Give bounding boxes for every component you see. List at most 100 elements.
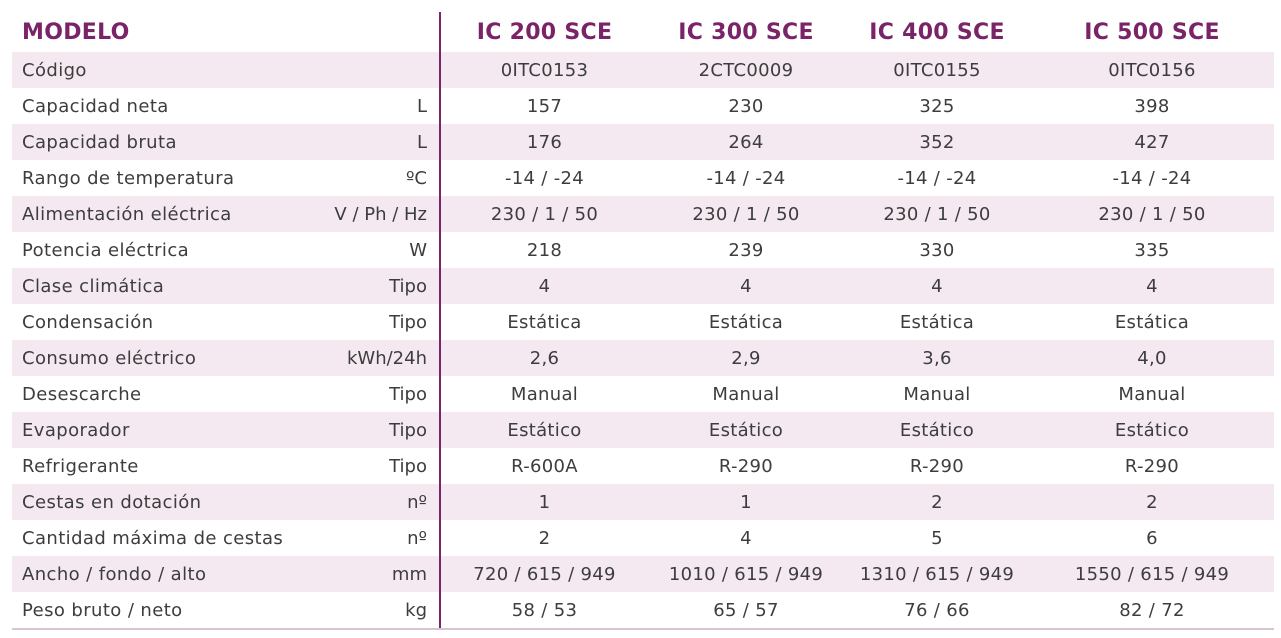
value-cell-ic500: 398 xyxy=(1134,95,1170,117)
value-cell-ic500: 335 xyxy=(1134,239,1170,261)
row-unit: nº xyxy=(332,520,441,556)
value-cell-ic400: 230 / 1 / 50 xyxy=(844,196,1030,232)
row-label: Cestas en dotación xyxy=(12,484,332,520)
table-row: Capacidad bruta L 176 264 352 427 xyxy=(12,124,1274,160)
value-cell-ic300: Estático xyxy=(648,412,844,448)
value-cell-ic300: 1010 / 615 / 949 xyxy=(648,556,844,592)
value-cell-ic500: 427 xyxy=(1030,124,1274,160)
table-row: Cantidad máxima de cestas nº 2 4 5 6 xyxy=(12,520,1274,556)
value-cell-ic500: 4 xyxy=(1030,268,1274,304)
value-cell-ic300: 4 xyxy=(740,527,752,549)
value-cell-ic200: R-600A xyxy=(511,455,578,477)
value-cell-ic300: Manual xyxy=(712,383,780,405)
value-cell-ic400: 2 xyxy=(844,484,1030,520)
table-header: MODELO IC 200 SCE IC 300 SCE IC 400 SCE … xyxy=(12,12,1274,52)
row-unit: L xyxy=(332,88,441,124)
value-cell-ic400: 4 xyxy=(844,268,1030,304)
value-cell-ic500: 1550 / 615 / 949 xyxy=(1030,556,1274,592)
value-cell-ic300: 65 / 57 xyxy=(648,592,844,630)
value-cell-ic200: 58 / 53 xyxy=(440,592,648,630)
model-header-ic400: IC 400 SCE xyxy=(869,19,1005,45)
value-cell-ic400: 5 xyxy=(931,527,943,549)
value-cell-ic400: 330 xyxy=(919,239,955,261)
table-body: Código 0ITC0153 2CTC0009 0ITC0155 0ITC0156 Ca… xyxy=(12,52,1274,630)
table-row: Evaporador Tipo Estático Estático Estático Es… xyxy=(12,412,1274,448)
row-label: Capacidad neta xyxy=(22,95,169,117)
row-label: Cantidad máxima de cestas xyxy=(22,527,284,549)
row-unit: L xyxy=(332,124,441,160)
table-row: Peso bruto / neto kg 58 / 53 65 / 57 76 / 66… xyxy=(12,592,1274,630)
value-cell-ic400: R-290 xyxy=(909,455,965,477)
unit-column-header xyxy=(332,12,441,52)
value-cell-ic200: 230 / 1 / 50 xyxy=(440,196,648,232)
value-cell-ic400: Manual xyxy=(903,383,971,405)
model-header-ic500: IC 500 SCE xyxy=(1084,19,1220,45)
row-label: Alimentación eléctrica xyxy=(12,196,332,232)
row-unit: Tipo xyxy=(332,412,441,448)
value-cell-ic200: 176 xyxy=(440,124,648,160)
row-unit: W xyxy=(332,232,441,268)
value-cell-ic300: 1 xyxy=(648,484,844,520)
value-cell-ic500: 230 / 1 / 50 xyxy=(1030,196,1274,232)
row-label: Desescarche xyxy=(22,383,142,405)
value-cell-ic400: 0ITC0155 xyxy=(844,52,1030,88)
value-cell-ic200: Estático xyxy=(440,412,648,448)
table-row: Clase climática Tipo 4 4 4 4 xyxy=(12,268,1274,304)
row-label: Condensación xyxy=(22,311,154,333)
row-label: Ancho / fondo / alto xyxy=(12,556,332,592)
row-unit: nº xyxy=(332,484,441,520)
table-row: Capacidad neta L 157 230 325 398 xyxy=(12,88,1274,124)
value-cell-ic500: Estática xyxy=(1114,311,1190,333)
value-cell-ic500: 4,0 xyxy=(1030,340,1274,376)
row-label: Refrigerante xyxy=(22,455,139,477)
value-cell-ic500: 6 xyxy=(1146,527,1158,549)
row-unit: Tipo xyxy=(332,376,441,412)
model-header-ic300: IC 300 SCE xyxy=(678,19,814,45)
row-label: Consumo eléctrico xyxy=(12,340,332,376)
table-row: Alimentación eléctrica V / Ph / Hz 230 / 1… xyxy=(12,196,1274,232)
value-cell-ic300: 264 xyxy=(648,124,844,160)
specifications-table: MODELO IC 200 SCE IC 300 SCE IC 400 SCE … xyxy=(12,12,1274,630)
row-label: Rango de temperatura xyxy=(22,167,235,189)
value-cell-ic300: 2,9 xyxy=(648,340,844,376)
value-cell-ic200: 0ITC0153 xyxy=(440,52,648,88)
value-cell-ic300: 230 xyxy=(728,95,764,117)
row-label: Capacidad bruta xyxy=(12,124,332,160)
row-unit: Tipo xyxy=(332,268,441,304)
row-unit: Tipo xyxy=(332,448,441,484)
table-row: Rango de temperatura ºC -14 / -24 -14 / -24… xyxy=(12,160,1274,196)
value-cell-ic400: 3,6 xyxy=(844,340,1030,376)
value-cell-ic500: -14 / -24 xyxy=(1112,167,1192,189)
row-label: Clase climática xyxy=(12,268,332,304)
value-cell-ic500: 2 xyxy=(1030,484,1274,520)
row-unit xyxy=(332,52,441,88)
value-cell-ic200: 218 xyxy=(526,239,563,261)
value-cell-ic400: 1310 / 615 / 949 xyxy=(844,556,1030,592)
value-cell-ic200: Manual xyxy=(510,383,579,405)
model-header-ic200: IC 200 SCE xyxy=(476,19,613,45)
table-row: Desescarche Tipo Manual Manual Manual Manual xyxy=(12,376,1274,412)
row-unit: Tipo xyxy=(332,304,441,340)
table-row: Consumo eléctrico kWh/24h 2,6 2,9 3,6 4,0 xyxy=(12,340,1274,376)
value-cell-ic200: 2 xyxy=(538,527,551,549)
row-unit: kg xyxy=(332,592,441,630)
value-cell-ic400: Estática xyxy=(899,311,975,333)
value-cell-ic400: 325 xyxy=(919,95,955,117)
value-cell-ic400: Estático xyxy=(844,412,1030,448)
table-row: Cestas en dotación nº 1 1 2 2 xyxy=(12,484,1274,520)
value-cell-ic200: 4 xyxy=(440,268,648,304)
value-cell-ic200: 2,6 xyxy=(440,340,648,376)
value-cell-ic200: 157 xyxy=(526,95,563,117)
value-cell-ic200: -14 / -24 xyxy=(504,167,584,189)
value-cell-ic400: 76 / 66 xyxy=(844,592,1030,630)
value-cell-ic300: -14 / -24 xyxy=(706,167,786,189)
value-cell-ic500: 82 / 72 xyxy=(1030,592,1274,630)
table-row: Código 0ITC0153 2CTC0009 0ITC0155 0ITC0156 xyxy=(12,52,1274,88)
value-cell-ic500: Manual xyxy=(1118,383,1186,405)
value-cell-ic300: 4 xyxy=(648,268,844,304)
value-cell-ic200: 1 xyxy=(440,484,648,520)
row-label: Potencia eléctrica xyxy=(22,239,190,261)
value-cell-ic300: 239 xyxy=(728,239,764,261)
row-unit: kWh/24h xyxy=(332,340,441,376)
header-row: MODELO IC 200 SCE IC 300 SCE IC 400 SCE … xyxy=(12,12,1274,52)
